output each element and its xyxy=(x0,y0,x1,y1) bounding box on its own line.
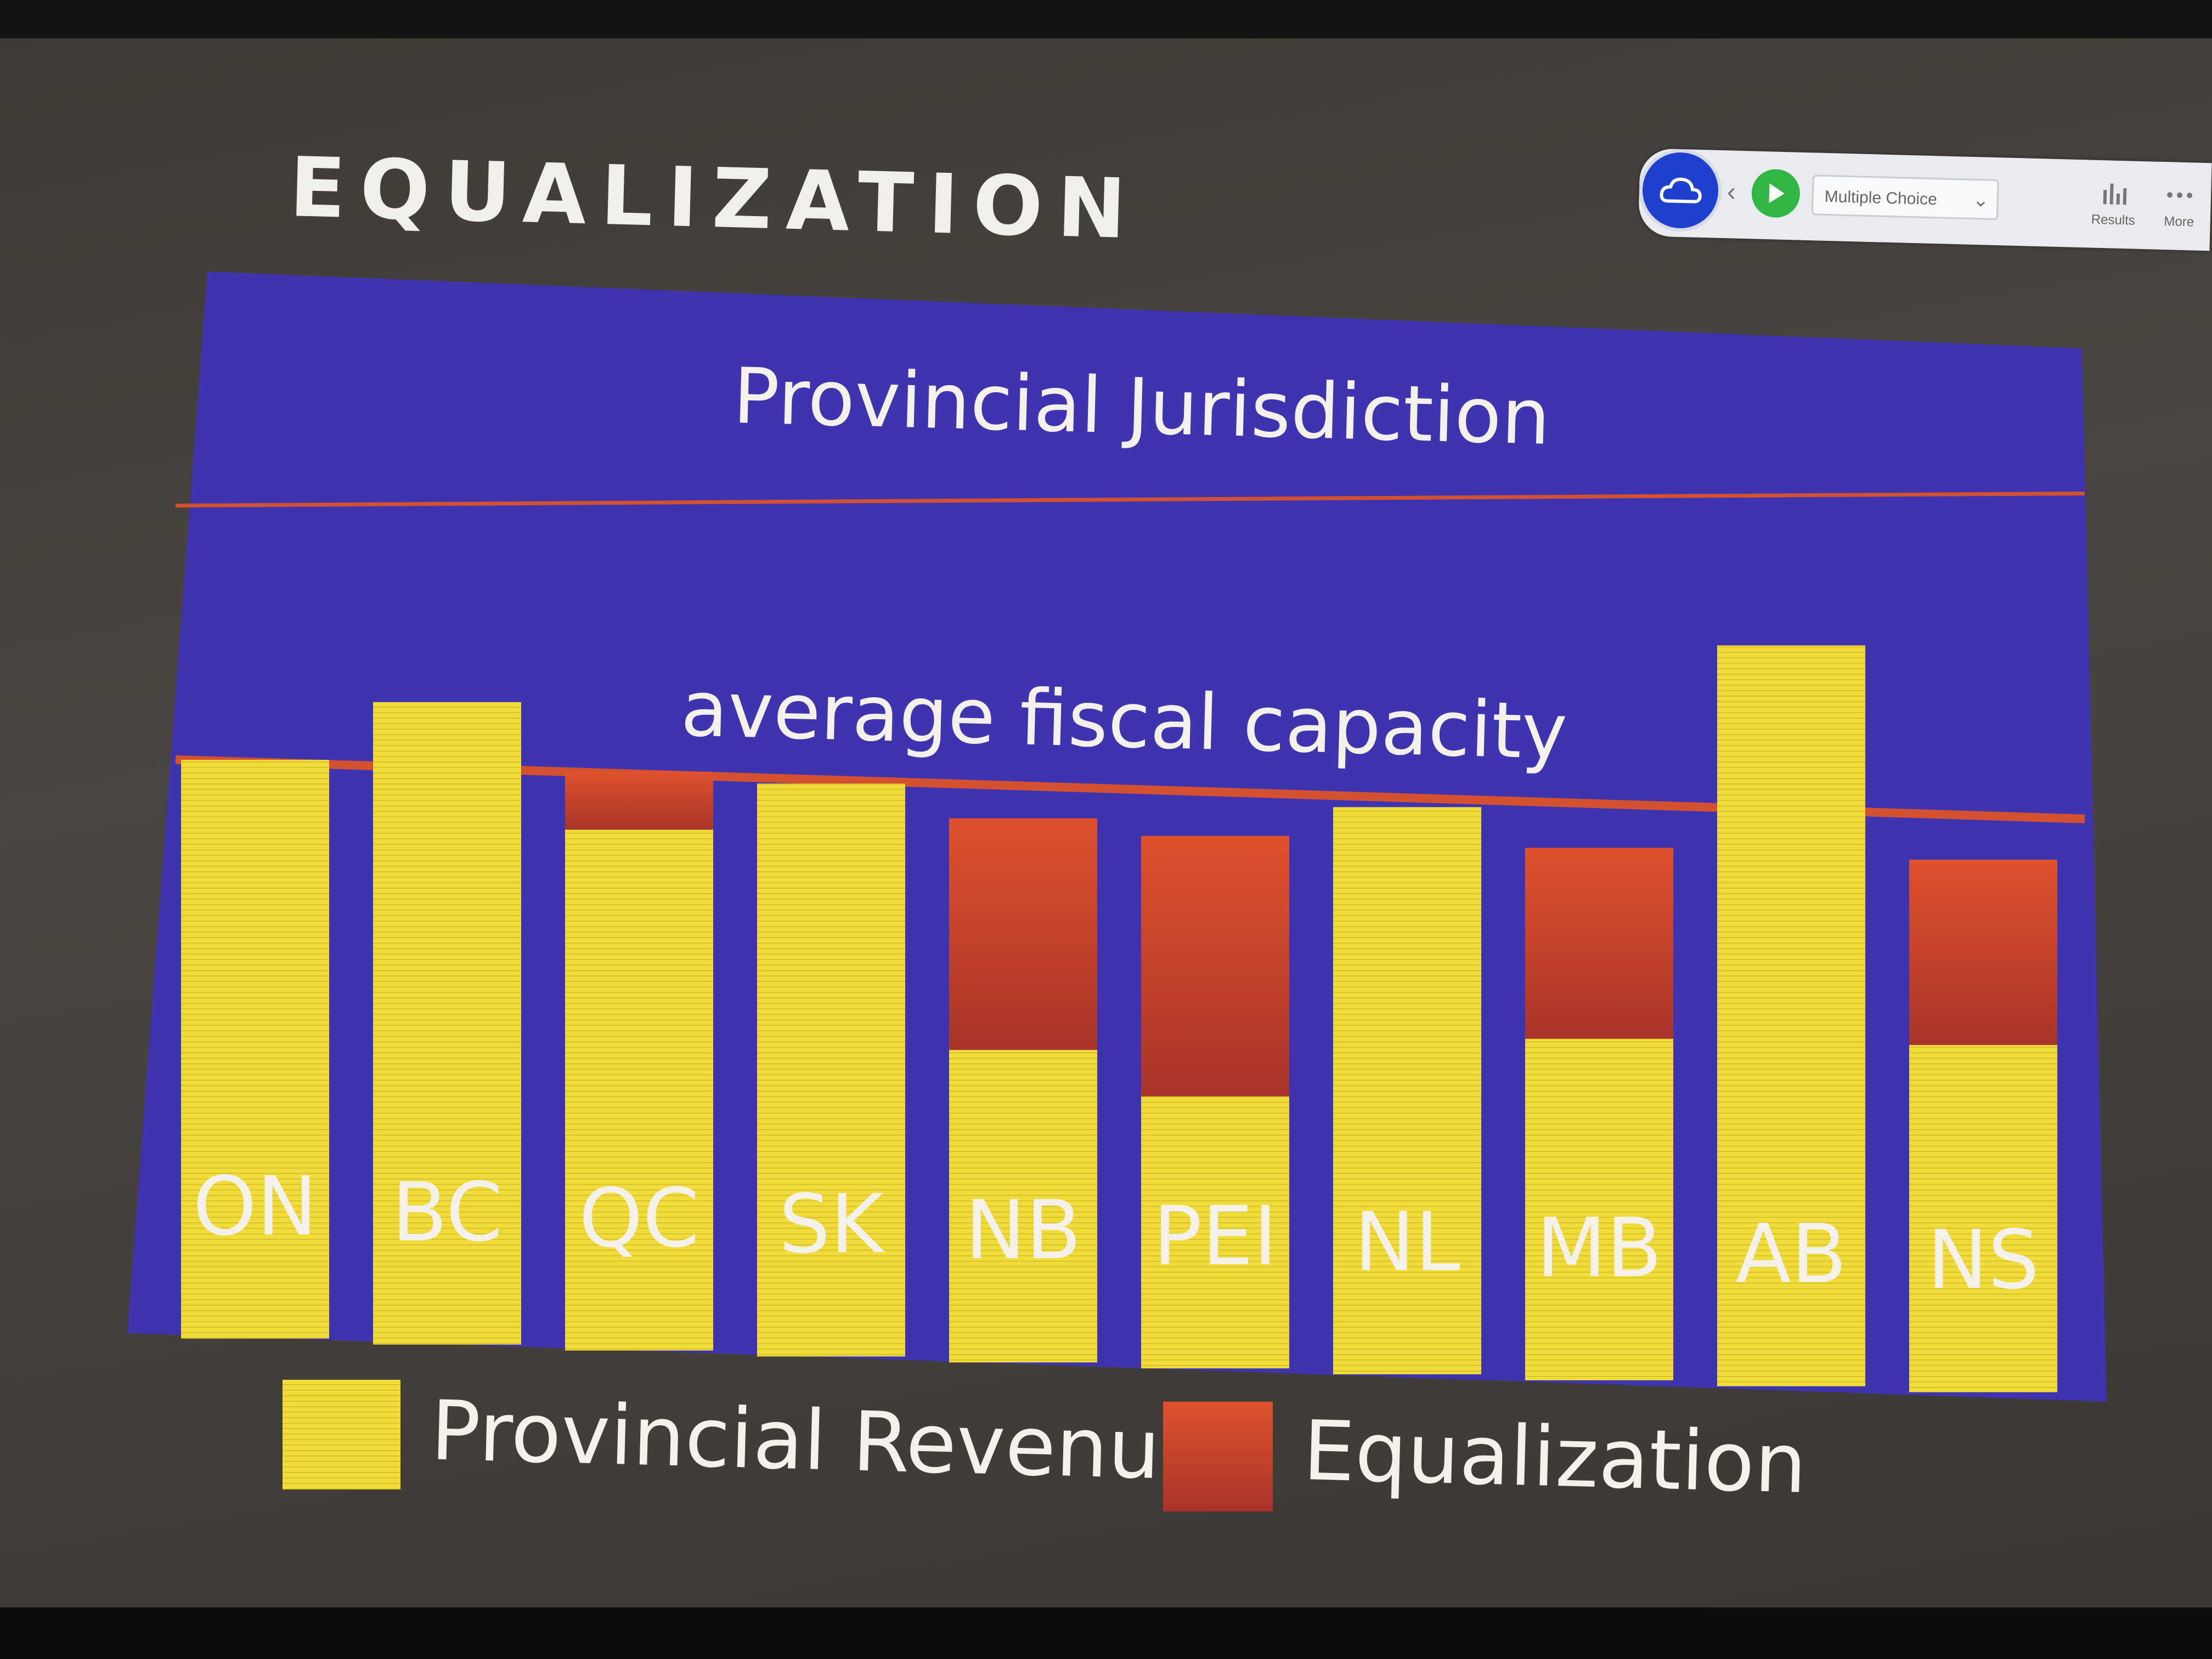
jurisdiction-line xyxy=(175,491,2085,508)
bar-equalization-pei xyxy=(1141,836,1289,1097)
category-label-pei: PEI xyxy=(1153,1189,1277,1283)
bar-revenue-sk xyxy=(757,783,905,1357)
more-dots-icon xyxy=(2149,180,2210,215)
legend-swatch-equalization xyxy=(1163,1402,1273,1511)
category-label-nb: NB xyxy=(965,1183,1081,1277)
bar-equalization-qc xyxy=(565,771,713,830)
bar-revenue-bc xyxy=(373,702,521,1345)
legend-label-revenue: Provincial Revenue xyxy=(429,1383,1212,1499)
bar-equalization-nb xyxy=(949,818,1097,1050)
results-button[interactable]: Results xyxy=(2083,178,2145,229)
category-label-ns: NS xyxy=(1927,1213,2040,1307)
bar-equalization-mb xyxy=(1525,848,1673,1039)
category-label-mb: MB xyxy=(1536,1201,1662,1295)
category-label-ab: AB xyxy=(1736,1207,1847,1301)
bar-revenue-mb xyxy=(1525,1039,1673,1380)
cloud-icon[interactable] xyxy=(1638,148,1723,233)
legend-swatch-revenue xyxy=(283,1380,400,1489)
category-label-qc: QC xyxy=(579,1171,699,1266)
bar-revenue-ns xyxy=(1909,1045,2057,1392)
category-label-nl: NL xyxy=(1354,1195,1460,1289)
bar-revenue-qc xyxy=(565,830,713,1351)
bar-revenue-pei xyxy=(1141,1096,1289,1369)
play-icon[interactable] xyxy=(1751,168,1801,218)
chart-title: Provincial Jurisdiction xyxy=(732,352,1551,462)
bar-revenue-on xyxy=(181,760,329,1339)
legend-label-equalization: Equalization xyxy=(1301,1403,1808,1512)
bar-equalization-ns xyxy=(1909,860,2057,1045)
bar-revenue-ab xyxy=(1717,645,1865,1386)
top-dark-band xyxy=(0,0,2212,38)
category-label-bc: BC xyxy=(392,1165,503,1260)
bar-chart-icon xyxy=(2083,178,2145,213)
category-label-on: ON xyxy=(193,1159,317,1254)
category-label-sk: SK xyxy=(779,1177,886,1272)
bottom-dark-band xyxy=(0,1607,2212,1659)
bar-revenue-nb xyxy=(949,1049,1097,1363)
more-button[interactable]: More xyxy=(2148,180,2210,230)
polling-toolbar: ‹ Multiple Choice ⌄ Results More xyxy=(1638,148,2212,251)
bar-revenue-nl xyxy=(1333,807,1481,1375)
